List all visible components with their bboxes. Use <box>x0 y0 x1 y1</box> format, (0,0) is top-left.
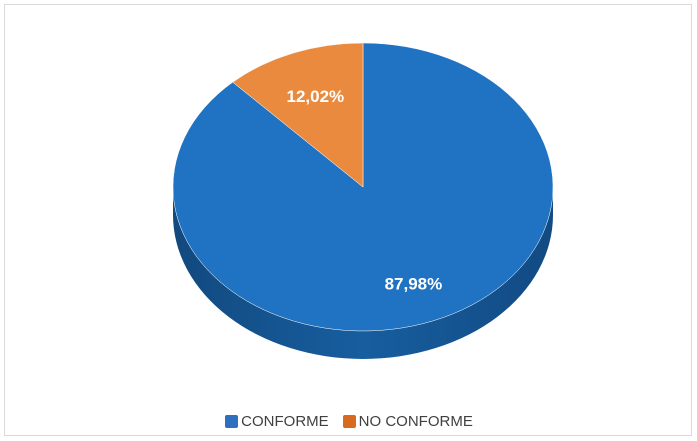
legend-swatch-conforme <box>225 414 239 428</box>
legend-label-conforme: CONFORME <box>241 412 329 430</box>
legend-item-conforme: CONFORME <box>225 413 329 430</box>
legend-item-no-conforme: NO CONFORME <box>342 412 473 430</box>
pie-side <box>173 187 553 359</box>
chart-frame: 87,98% 12,02% CONFORME NO CONFORME <box>4 4 692 436</box>
pie-slice-no-conforme <box>232 42 364 188</box>
chart-legend: CONFORME NO CONFORME <box>5 409 693 433</box>
data-label-conforme: 87,98% <box>385 274 443 293</box>
data-label-no-conforme: 12,02% <box>287 87 345 106</box>
legend-swatch-no-conforme <box>342 414 356 428</box>
pie-chart: 87,98% 12,02% <box>172 42 554 359</box>
legend-label-no-conforme: NO CONFORME <box>358 412 473 430</box>
